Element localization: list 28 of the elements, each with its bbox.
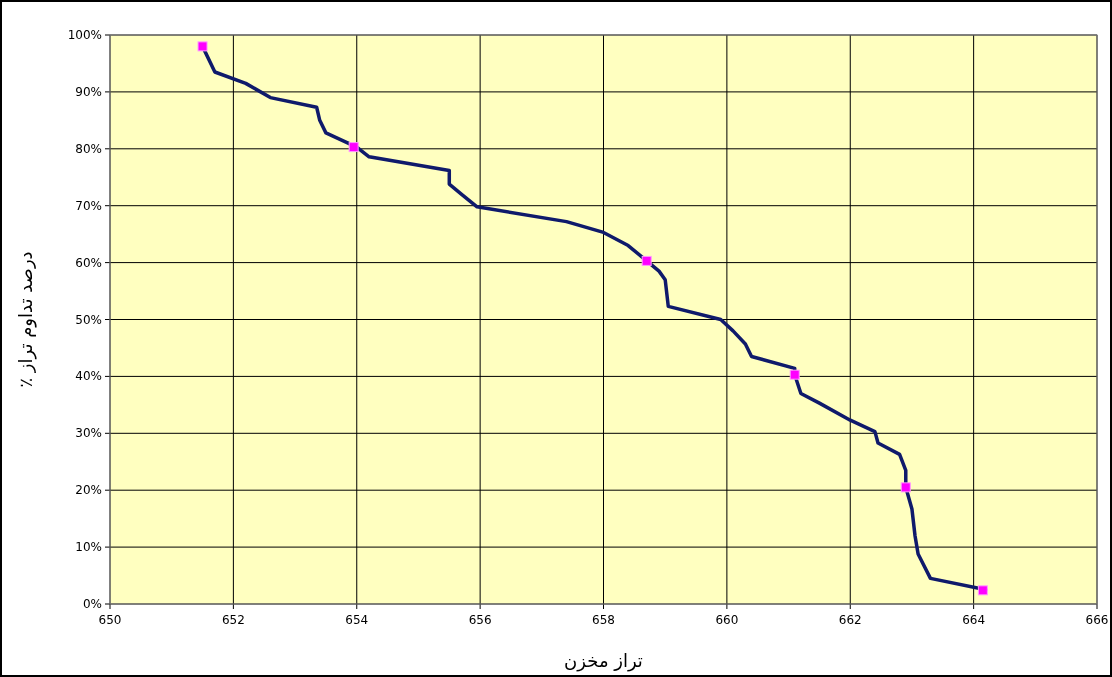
y-tick-label: 50%	[75, 312, 102, 327]
x-tick-label: 658	[592, 613, 615, 627]
y-tick-label: 80%	[75, 141, 102, 156]
y-tick-label: 30%	[75, 426, 102, 441]
point	[977, 585, 988, 596]
y-tick-label: 100%	[67, 28, 102, 42]
point	[641, 255, 652, 266]
x-tick-label: 666	[1085, 613, 1109, 627]
y-axis-title: درصد تداوم تراز ٪	[15, 251, 37, 388]
x-tick-label: 656	[468, 613, 492, 627]
x-tick-label: 654	[345, 613, 369, 627]
x-tick-label: 650	[98, 613, 122, 627]
y-tick-label: 70%	[75, 198, 102, 213]
y-tick-label: 20%	[75, 483, 102, 498]
x-tick-label: 664	[962, 613, 986, 627]
y-tick-label: 90%	[75, 84, 102, 99]
point	[348, 142, 359, 153]
y-tick-label: 0%	[82, 597, 102, 611]
x-tick-label: 660	[715, 613, 739, 627]
y-tick-label: 60%	[75, 255, 102, 270]
y-tick-label: 10%	[75, 540, 102, 555]
point	[197, 41, 208, 52]
x-tick-label: 652	[221, 613, 245, 627]
point	[789, 369, 800, 380]
y-tick-label: 40%	[75, 369, 102, 384]
point	[900, 482, 911, 493]
x-axis-title: تراز مخزن	[564, 650, 643, 672]
x-tick-label: 662	[838, 613, 862, 627]
